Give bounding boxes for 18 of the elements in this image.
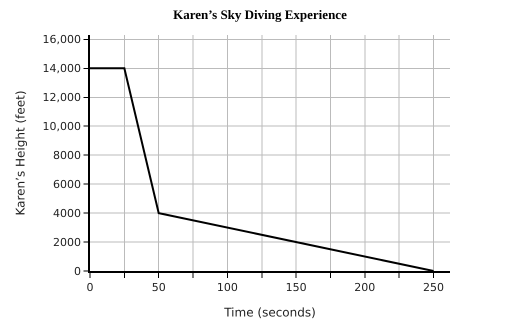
x-tick-label: 250: [423, 280, 444, 294]
y-tick-label: 4000: [53, 206, 82, 220]
x-tick-label: 0: [86, 280, 94, 294]
x-axis-title: Time (seconds): [223, 305, 316, 320]
y-tick-label: 2000: [53, 236, 82, 249]
y-axis-title: Karen’s Height (feet): [13, 90, 28, 216]
x-tick-label: 200: [354, 280, 376, 294]
chart-title: Karen’s Sky Diving Experience: [173, 6, 348, 22]
x-tick-label: 50: [152, 280, 166, 294]
y-tick-label: 14,000: [42, 62, 82, 76]
y-tick-label: 12,000: [42, 91, 82, 104]
y-tick-label: 16,000: [42, 33, 82, 46]
y-tick-label: 6000: [53, 178, 82, 191]
y-tick-label: 8000: [53, 149, 82, 162]
x-tick-label: 150: [286, 280, 307, 294]
x-tick-label: 100: [216, 280, 238, 294]
y-tick-label: 0: [74, 264, 82, 278]
y-tick-label: 10,000: [42, 120, 82, 134]
